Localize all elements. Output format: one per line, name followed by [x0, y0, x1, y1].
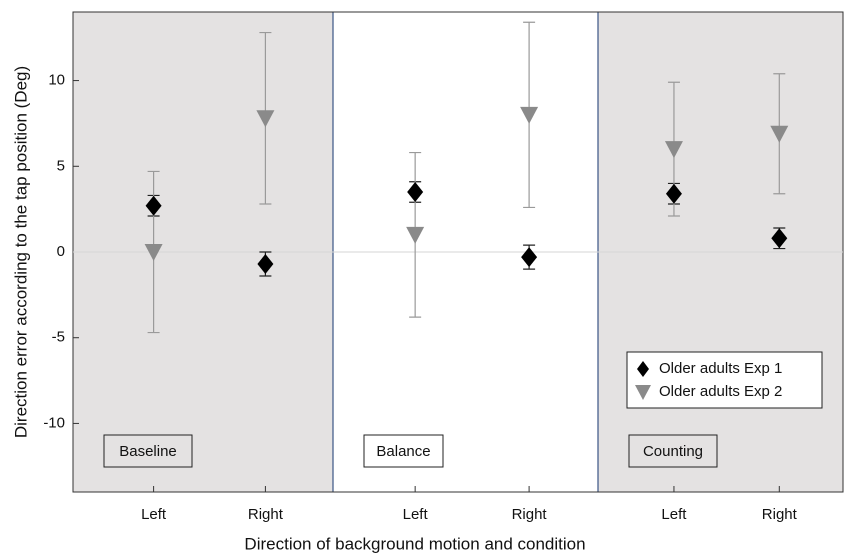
group-label-box	[103, 434, 193, 468]
marker	[407, 182, 424, 202]
group-label-box	[363, 434, 444, 468]
group-label-box	[628, 434, 718, 468]
x-axis-label: Direction of background motion and condi…	[244, 534, 585, 553]
marker	[145, 195, 162, 216]
legend-label: Older adults Exp 2	[659, 383, 782, 400]
y-tick-label: 0	[57, 243, 65, 260]
panels: Baseline Balance Counting	[72, 11, 844, 493]
legend-label: Older adults Exp 1	[659, 360, 782, 377]
marker	[771, 228, 788, 249]
x-tick-label: Right	[248, 506, 284, 523]
marker	[770, 125, 789, 143]
x-tick-label: Left	[403, 506, 429, 523]
y-tick-label: -5	[52, 329, 65, 346]
marker	[406, 226, 425, 244]
plot-area: -10 -5 0 5 10 Left Right Left Right Left Right	[43, 21, 843, 523]
x-tick-label: Right	[762, 506, 798, 523]
group-label: Counting	[643, 443, 703, 460]
y-axis-label: Direction error according to the tap pos…	[11, 66, 30, 438]
marker	[520, 106, 539, 124]
marker	[665, 183, 682, 204]
marker	[144, 244, 163, 261]
marker	[256, 110, 275, 128]
x-tick-label: Left	[661, 506, 687, 523]
legend-box	[626, 351, 823, 409]
marker	[664, 141, 683, 159]
y-tick-label: 10	[48, 72, 65, 89]
legend-marker	[635, 385, 651, 400]
group-label: Balance	[376, 443, 430, 460]
y-tick-label: -10	[43, 414, 65, 431]
legend: Older adults Exp 1 Older adults Exp 2	[626, 351, 823, 409]
legend-marker	[637, 361, 649, 377]
group-label: Baseline	[119, 443, 177, 460]
marker	[257, 254, 274, 274]
x-tick-label: Right	[512, 506, 548, 523]
x-tick-label: Left	[141, 506, 167, 523]
marker	[521, 247, 538, 268]
y-tick-label: 5	[57, 157, 65, 174]
